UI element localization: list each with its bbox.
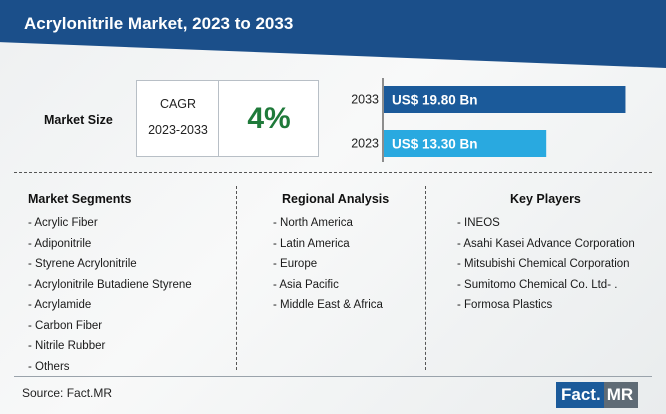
column-divider xyxy=(236,186,237,370)
header-banner xyxy=(0,0,666,68)
cagr-box: CAGR 2023-2033 4% xyxy=(136,80,319,157)
segment-item: - Styrene Acrylonitrile xyxy=(28,258,137,270)
logo-fact-part: Fact. xyxy=(556,382,604,408)
bar-category-label: 2033 xyxy=(351,93,379,107)
bar-value-label: US$ 19.80 Bn xyxy=(392,93,478,108)
bar-category-label: 2023 xyxy=(351,137,379,151)
players-list: - INEOS - Asahi Kasei Advance Corporatio… xyxy=(457,213,635,316)
bar-2033 xyxy=(384,86,626,113)
page-title: Acrylonitrile Market, 2023 to 2033 xyxy=(24,14,294,33)
bar-2023 xyxy=(384,130,547,157)
region-item: - Asia Pacific xyxy=(273,278,339,291)
cagr-label: CAGR xyxy=(159,97,197,111)
segment-item: - Carbon Fiber xyxy=(28,319,103,332)
segments-title: Market Segments xyxy=(28,192,132,206)
player-item: - Asahi Kasei Advance Corporation xyxy=(457,237,635,250)
region-item: - North America xyxy=(273,217,353,229)
cagr-period: 2023-2033 xyxy=(148,123,208,137)
regions-list: - North America - Latin America - Europe… xyxy=(273,213,383,316)
players-title: Key Players xyxy=(510,192,581,206)
region-item: - Middle East & Africa xyxy=(273,299,383,311)
section-divider xyxy=(14,172,652,173)
player-item: - Sumitomo Chemical Co. Ltd- . xyxy=(457,278,618,291)
column-divider xyxy=(425,186,426,370)
market-size-label: Market Size xyxy=(44,113,113,127)
segments-list: - Acrylic Fiber - Adiponitrile - Styrene… xyxy=(28,213,192,377)
bar-value-label: US$ 13.30 Bn xyxy=(392,137,478,152)
segment-item: - Acrylamide xyxy=(28,299,92,311)
segment-item: - Acrylic Fiber xyxy=(28,217,98,229)
footer-rule xyxy=(14,376,652,377)
segment-item: - Others xyxy=(28,360,70,373)
player-item: - Mitsubishi Chemical Corporation xyxy=(457,258,630,270)
logo-mr-part: MR xyxy=(603,382,639,408)
market-size-bar-chart: 2033 US$ 19.80 Bn 2023 US$ 13.30 Bn xyxy=(351,78,626,162)
region-item: - Europe xyxy=(273,258,318,270)
player-item: - INEOS xyxy=(457,217,500,229)
cagr-value: 4% xyxy=(247,101,291,135)
regions-title: Regional Analysis xyxy=(282,192,390,206)
factmr-logo: Fact. MR xyxy=(556,382,639,408)
segment-item: - Nitrile Rubber xyxy=(28,340,106,352)
cagr-left-cell: CAGR 2023-2033 xyxy=(137,81,219,156)
player-item: - Formosa Plastics xyxy=(457,299,553,311)
segment-item: - Acrylonitrile Butadiene Styrene xyxy=(28,278,192,291)
segment-item: - Adiponitrile xyxy=(28,237,92,250)
source-text: Source: Fact.MR xyxy=(22,386,113,400)
region-item: - Latin America xyxy=(273,237,350,250)
